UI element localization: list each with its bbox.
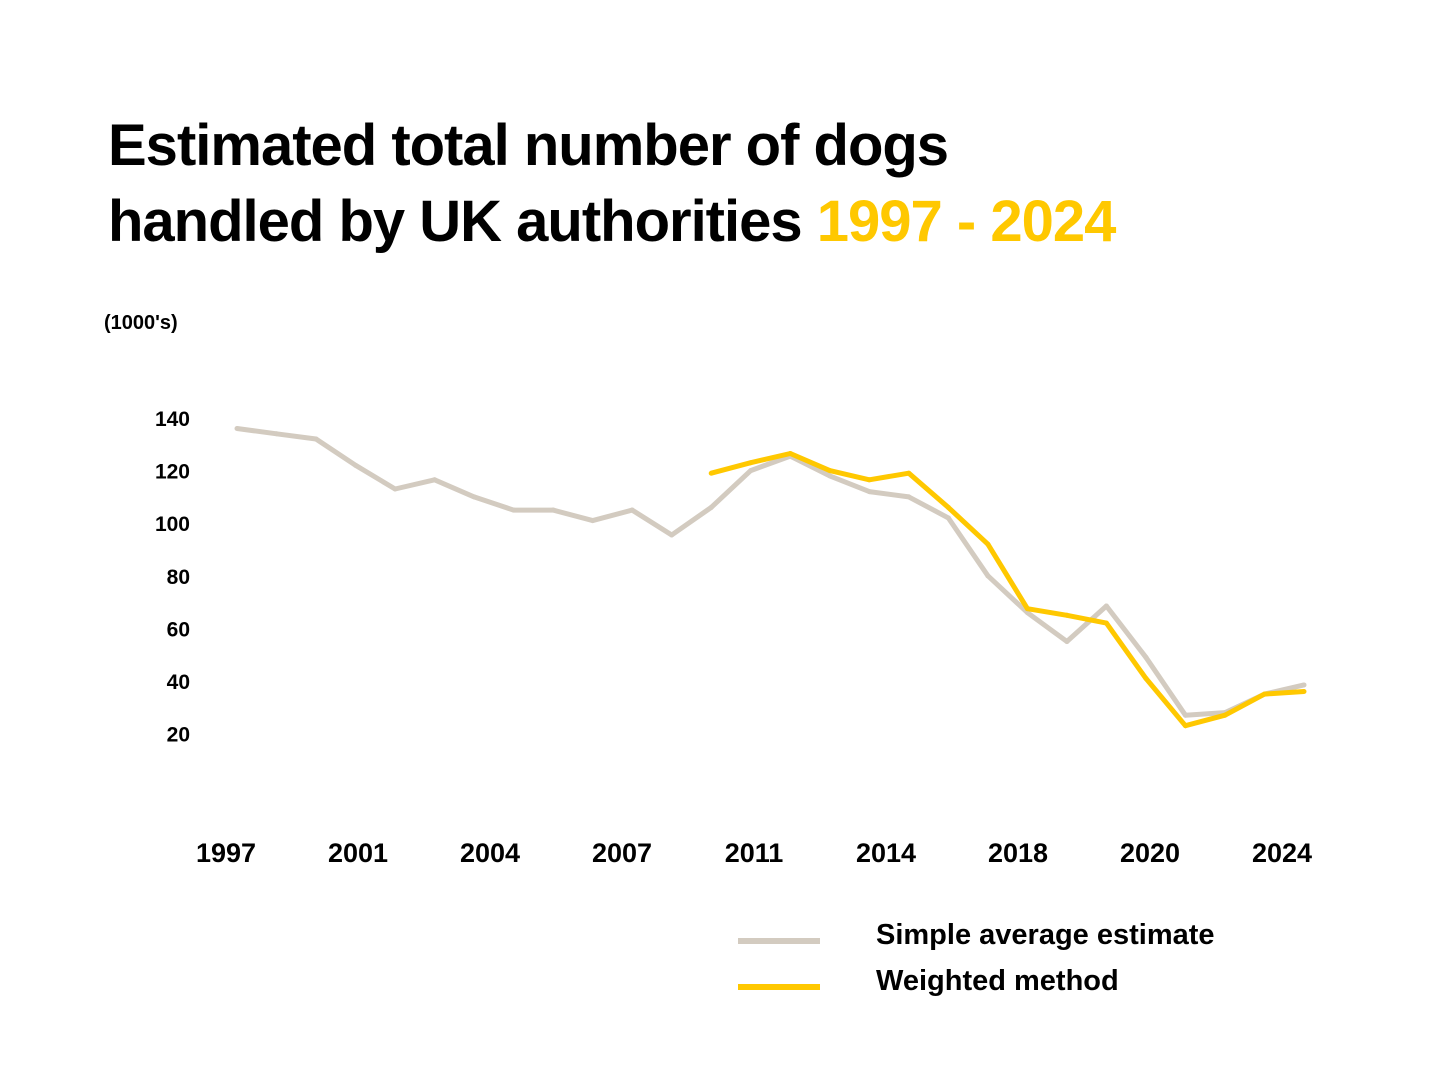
data-point (274, 431, 280, 437)
data-point (590, 518, 596, 524)
x-tick-label: 2007 (592, 838, 652, 868)
data-point (392, 486, 398, 492)
data-point (985, 573, 991, 579)
data-point (1301, 682, 1307, 688)
x-tick-label: 2011 (725, 838, 784, 868)
data-point (629, 507, 635, 513)
data-point (1182, 723, 1188, 729)
data-point (353, 462, 359, 468)
data-point (708, 504, 714, 510)
chart-title: Estimated total number of dogs handled by… (108, 108, 1117, 260)
x-tick-label: 1997 (196, 838, 256, 868)
y-axis-unit-label: (1000's) (104, 312, 178, 334)
data-point (945, 504, 951, 510)
data-point (1182, 712, 1188, 718)
y-tick-label: 140 (155, 408, 190, 431)
data-point (550, 507, 556, 513)
data-point (1261, 691, 1267, 697)
data-point (866, 489, 872, 495)
data-point (1301, 689, 1307, 695)
x-tick-label: 2018 (988, 838, 1048, 868)
x-tick-label: 2014 (856, 838, 916, 868)
data-point (471, 494, 477, 500)
data-point (748, 460, 754, 466)
data-point (313, 436, 319, 442)
y-tick-label: 120 (155, 461, 190, 484)
data-point (1103, 603, 1109, 609)
data-point (787, 451, 793, 457)
x-tick-label: 2024 (1252, 838, 1312, 868)
y-tick-label: 80 (167, 566, 190, 589)
y-tick-label: 20 (167, 724, 190, 747)
data-point (1222, 712, 1228, 718)
data-point (669, 532, 675, 538)
x-tick-label: 2001 (328, 838, 388, 868)
y-tick-label: 100 (155, 513, 190, 536)
data-point (1064, 612, 1070, 618)
series-line-simple-average (236, 426, 1305, 718)
legend-label: Simple average estimate (876, 919, 1215, 951)
title-line-2: handled by UK authorities (108, 189, 803, 254)
y-tick-label: 40 (167, 671, 190, 694)
data-point (906, 494, 912, 500)
data-point (1064, 639, 1070, 645)
y-tick-label: 60 (167, 618, 190, 641)
data-point (827, 468, 833, 474)
x-tick-label: 2004 (460, 838, 520, 868)
data-point (748, 468, 754, 474)
data-point (234, 426, 240, 432)
data-point (708, 470, 714, 476)
data-point (866, 477, 872, 483)
legend-label: Weighted method (876, 965, 1119, 997)
data-point (827, 473, 833, 479)
data-point (945, 515, 951, 521)
data-point (1143, 654, 1149, 660)
series-line-weighted (710, 451, 1305, 729)
x-tick-label: 2020 (1120, 838, 1180, 868)
data-point (906, 470, 912, 476)
data-point (985, 541, 991, 547)
data-point (1024, 606, 1030, 612)
data-point (511, 507, 517, 513)
data-point (432, 477, 438, 483)
title-year-range: 1997 - 2024 (816, 189, 1117, 254)
data-point (1143, 675, 1149, 681)
data-point (1103, 620, 1109, 626)
title-line-1: Estimated total number of dogs (108, 113, 949, 178)
